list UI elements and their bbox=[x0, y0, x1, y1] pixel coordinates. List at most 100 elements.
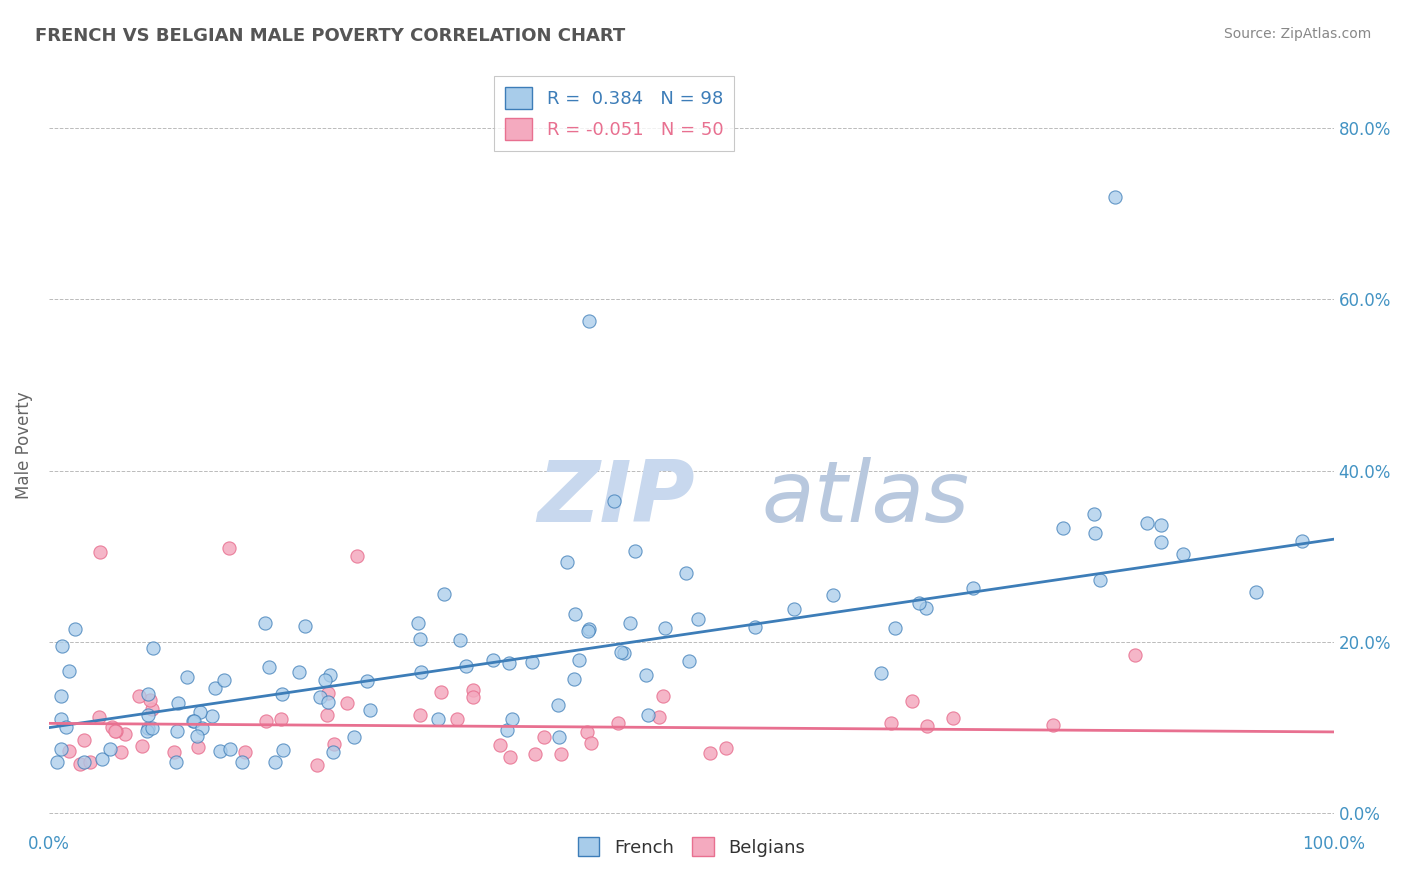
Point bbox=[259, 660, 281, 674]
Point bbox=[51, 640, 73, 654]
Point bbox=[1090, 573, 1112, 587]
Point bbox=[446, 713, 468, 727]
Point bbox=[547, 698, 569, 712]
Point bbox=[652, 690, 675, 704]
Point bbox=[624, 544, 647, 558]
Point bbox=[409, 632, 432, 647]
Point bbox=[336, 697, 359, 711]
Point bbox=[575, 725, 598, 739]
Point bbox=[165, 755, 187, 769]
Point bbox=[463, 683, 485, 698]
Point bbox=[426, 712, 449, 726]
Point bbox=[901, 694, 924, 708]
Point bbox=[218, 541, 240, 555]
Point bbox=[190, 721, 212, 735]
Point bbox=[636, 668, 658, 682]
Point bbox=[782, 602, 804, 616]
Text: ZIP: ZIP bbox=[537, 458, 695, 541]
Point bbox=[58, 744, 80, 758]
Point bbox=[1136, 516, 1159, 530]
Point bbox=[613, 646, 636, 660]
Point bbox=[489, 738, 512, 752]
Point bbox=[188, 705, 211, 719]
Point bbox=[104, 723, 127, 738]
Point bbox=[253, 615, 276, 630]
Point bbox=[254, 714, 277, 728]
Point bbox=[271, 687, 294, 701]
Point bbox=[411, 665, 433, 680]
Point bbox=[1042, 717, 1064, 731]
Point bbox=[319, 668, 342, 682]
Point bbox=[562, 672, 585, 686]
Point bbox=[1052, 521, 1074, 535]
Point bbox=[346, 549, 368, 564]
Point bbox=[579, 736, 602, 750]
Point bbox=[55, 720, 77, 734]
Point bbox=[637, 707, 659, 722]
Point bbox=[201, 708, 224, 723]
Point bbox=[884, 621, 907, 635]
Point bbox=[449, 633, 471, 648]
Point bbox=[409, 708, 432, 723]
Point bbox=[58, 664, 80, 678]
Point bbox=[555, 555, 578, 569]
Point bbox=[678, 654, 700, 668]
Text: Source: ZipAtlas.com: Source: ZipAtlas.com bbox=[1223, 27, 1371, 41]
Point bbox=[343, 730, 366, 744]
Point bbox=[186, 729, 208, 743]
Point bbox=[654, 621, 676, 635]
Point bbox=[744, 620, 766, 634]
Point bbox=[962, 581, 984, 595]
Point bbox=[915, 719, 938, 733]
Point bbox=[1173, 547, 1195, 561]
Point bbox=[433, 587, 456, 601]
Point bbox=[212, 673, 235, 687]
Point bbox=[318, 695, 340, 709]
Point bbox=[314, 673, 336, 687]
Point bbox=[138, 692, 160, 706]
Point bbox=[716, 741, 738, 756]
Point bbox=[880, 716, 903, 731]
Point bbox=[564, 607, 586, 621]
Point bbox=[219, 741, 242, 756]
Point bbox=[533, 730, 555, 744]
Y-axis label: Male Poverty: Male Poverty bbox=[15, 392, 32, 499]
Point bbox=[499, 750, 522, 764]
Point bbox=[520, 656, 543, 670]
Point bbox=[136, 708, 159, 723]
Point bbox=[576, 624, 599, 639]
Point bbox=[568, 653, 591, 667]
Point bbox=[128, 689, 150, 703]
Point bbox=[870, 665, 893, 680]
Point bbox=[73, 733, 96, 747]
Point bbox=[481, 652, 503, 666]
Point bbox=[79, 755, 101, 769]
Point bbox=[1150, 517, 1173, 532]
Text: atlas: atlas bbox=[762, 458, 970, 541]
Point bbox=[1083, 507, 1105, 521]
Point bbox=[461, 690, 484, 704]
Point bbox=[914, 601, 936, 615]
Point bbox=[406, 615, 429, 630]
Point bbox=[73, 755, 96, 769]
Point bbox=[49, 712, 72, 726]
Point bbox=[110, 745, 132, 759]
Point bbox=[287, 665, 309, 679]
Point bbox=[1291, 534, 1313, 549]
Point bbox=[49, 741, 72, 756]
Point bbox=[359, 702, 381, 716]
Legend: French, Belgians: French, Belgians bbox=[571, 830, 813, 863]
Point bbox=[209, 744, 232, 758]
Point bbox=[686, 612, 709, 626]
Point bbox=[821, 588, 844, 602]
Point bbox=[1244, 584, 1267, 599]
Point bbox=[1084, 526, 1107, 541]
Point bbox=[454, 659, 477, 673]
Point bbox=[270, 712, 292, 726]
Point bbox=[619, 615, 641, 630]
Point bbox=[89, 545, 111, 559]
Point bbox=[316, 685, 339, 699]
Point bbox=[315, 708, 337, 723]
Point bbox=[136, 687, 159, 701]
Point bbox=[176, 670, 198, 684]
